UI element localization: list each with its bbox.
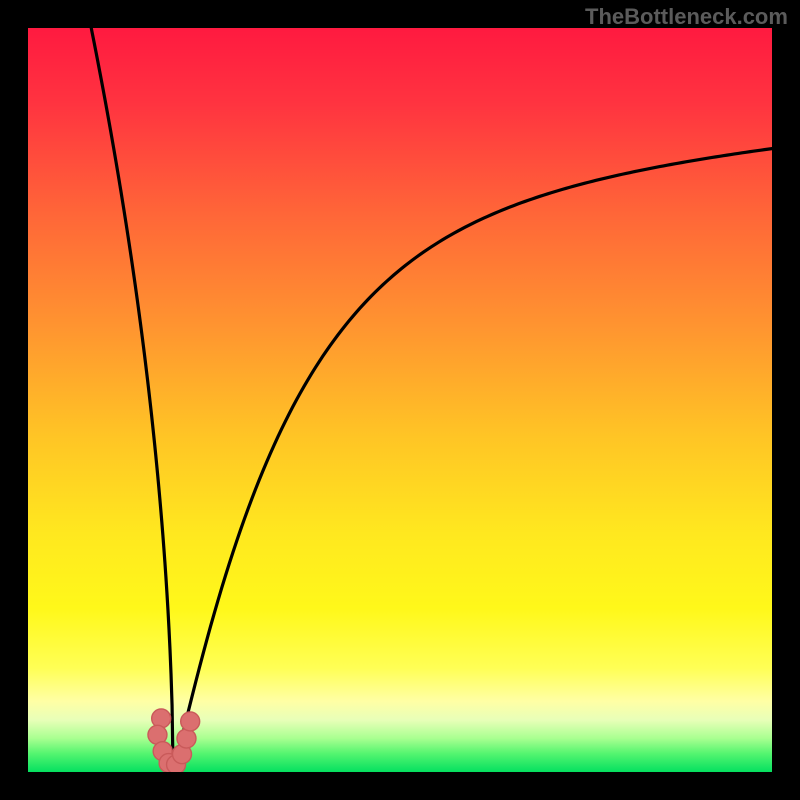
gradient-background (28, 28, 772, 772)
watermark-text: TheBottleneck.com (585, 4, 788, 30)
optimum-marker (181, 712, 200, 731)
chart-frame (28, 28, 772, 772)
chart-svg (28, 28, 772, 772)
optimum-marker (177, 729, 196, 748)
